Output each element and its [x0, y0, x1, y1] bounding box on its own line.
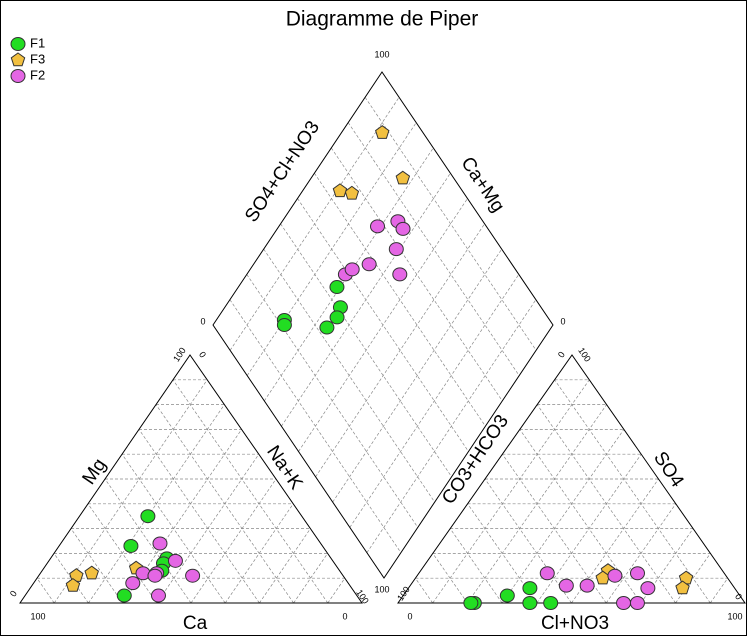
grid-line	[36, 578, 55, 604]
cation-point	[116, 588, 132, 603]
grid-line	[415, 577, 433, 604]
axis-label: Ca	[183, 613, 208, 634]
diamond-point	[395, 221, 411, 236]
grid-line	[138, 429, 260, 604]
anion-point	[616, 596, 632, 610]
anion-point	[543, 596, 559, 610]
tick-label: 100	[727, 611, 742, 621]
legend-label: F3	[30, 51, 45, 66]
grid-line	[70, 528, 123, 604]
anion-point	[629, 566, 645, 581]
tick-label: 0	[200, 316, 205, 326]
tick-label: 0	[560, 316, 565, 326]
grid-line	[432, 553, 468, 604]
grid-line	[104, 478, 192, 604]
cation-point	[123, 538, 139, 553]
tick-label: 0	[733, 592, 744, 602]
anion-point	[579, 578, 595, 593]
tick-label: 0	[342, 611, 347, 621]
anion-point	[463, 596, 479, 610]
diamond-point	[375, 125, 390, 139]
grid-line	[449, 528, 503, 604]
legend-marker	[10, 69, 26, 83]
grid-line	[53, 379, 208, 604]
tick-label: 100	[374, 584, 389, 594]
diamond-point	[388, 242, 404, 257]
grid-line	[293, 553, 328, 604]
legend-marker	[10, 52, 26, 67]
diamond-point	[370, 219, 386, 234]
cation-point	[125, 576, 141, 591]
grid-line	[501, 429, 625, 604]
anion-point	[539, 566, 555, 581]
triangle	[19, 354, 363, 604]
anion-point	[675, 580, 690, 595]
anion-point	[640, 581, 656, 596]
grid-line	[87, 503, 158, 604]
grid-line	[347, 122, 520, 376]
cation-point	[147, 568, 163, 583]
legend-marker	[10, 37, 26, 51]
grid-line	[190, 478, 277, 604]
diamond-point	[329, 280, 345, 295]
cation-point	[65, 577, 81, 592]
grid-line	[554, 379, 711, 604]
triangle	[397, 354, 746, 604]
tick-label: 0	[407, 611, 412, 621]
grid-line	[298, 198, 468, 452]
anion-point	[499, 588, 515, 603]
diamond-point	[392, 267, 408, 282]
anion-point	[607, 568, 623, 583]
cation-point	[152, 536, 168, 551]
grid-line	[484, 478, 572, 604]
diamond-point	[361, 257, 377, 272]
anion-point	[629, 596, 645, 610]
anion-point	[522, 581, 538, 596]
legend-label: F2	[30, 67, 45, 82]
diamond-point	[276, 318, 292, 332]
cation-point	[185, 568, 201, 583]
grid-line	[675, 553, 711, 604]
tick-label: 0	[556, 350, 567, 360]
diamond	[212, 71, 554, 579]
legend-label: F1	[30, 35, 45, 50]
diamond-point	[332, 183, 348, 198]
grid-line	[605, 503, 677, 604]
tick-label: 0	[197, 350, 208, 360]
cation-point	[140, 509, 156, 524]
grid-line	[172, 379, 329, 604]
anion-point	[558, 578, 574, 593]
grid-line	[224, 503, 294, 604]
cation-point	[167, 553, 183, 568]
tick-label: 100	[30, 611, 45, 621]
diamond-point	[395, 170, 411, 185]
cation-point	[150, 588, 166, 603]
diamond-point	[329, 310, 345, 325]
grid-line	[710, 577, 728, 604]
diamond-point	[319, 320, 335, 335]
grid-line	[314, 173, 486, 427]
grid-line	[259, 528, 311, 604]
axis-label: Cl+NO3	[541, 613, 609, 634]
grid-line	[349, 274, 520, 528]
cation-point	[84, 565, 99, 580]
grid-line	[315, 223, 485, 477]
diamond-point	[344, 262, 360, 277]
grid-line	[432, 379, 590, 604]
grid-line	[364, 97, 537, 351]
grid-line	[332, 248, 502, 503]
anion-point	[522, 596, 538, 610]
tick-label: 100	[374, 49, 389, 59]
grid-line	[331, 147, 503, 402]
chart-title: Diagramme de Piper	[286, 8, 479, 31]
grid-line	[366, 299, 537, 553]
tick-label: 0	[8, 589, 19, 599]
grid-line	[327, 578, 346, 604]
